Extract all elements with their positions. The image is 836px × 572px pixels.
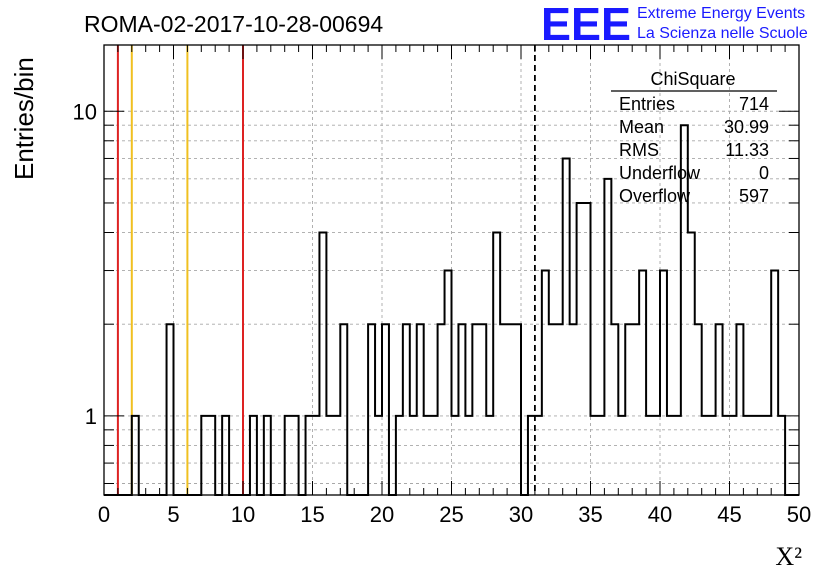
stats-rms-label: RMS — [619, 140, 659, 160]
x-tick-label: 35 — [578, 502, 602, 527]
x-tick-label: 5 — [167, 502, 179, 527]
x-tick-label: 40 — [648, 502, 672, 527]
stats-title: ChiSquare — [650, 69, 735, 89]
axis-ticks — [103, 45, 800, 495]
stats-overflow-label: Overflow — [619, 186, 691, 206]
run-title: ROMA-02-2017-10-28-00694 — [84, 11, 383, 37]
x-tick-label: 15 — [300, 502, 324, 527]
stats-rms-value: 11.33 — [725, 140, 769, 160]
eee-logo-line1: Extreme Energy Events — [637, 5, 805, 22]
grid-lines — [104, 45, 799, 495]
stats-underflow-value: 0 — [759, 163, 769, 183]
stats-entries-label: Entries — [619, 94, 675, 114]
x-axis-label: X² — [775, 542, 802, 571]
stats-underflow-label: Underflow — [619, 163, 701, 183]
x-tick-label: 25 — [439, 502, 463, 527]
x-tick-label: 45 — [717, 502, 741, 527]
stats-entries-value: 714 — [739, 94, 769, 114]
x-tick-label: 20 — [370, 502, 394, 527]
eee-logo-line2: La Scienza nelle Scuole — [637, 25, 808, 42]
eee-logo-text: EEE — [541, 0, 631, 50]
x-tick-label: 50 — [787, 502, 811, 527]
stats-overflow-value: 597 — [739, 186, 769, 206]
x-tick-label: 10 — [231, 502, 255, 527]
y-tick-label: 1 — [85, 404, 97, 429]
x-tick-label: 0 — [98, 502, 110, 527]
stats-mean-label: Mean — [619, 117, 664, 137]
x-tick-label: 30 — [509, 502, 533, 527]
stats-box: ChiSquare Entries 714 Mean 30.99 RMS 11.… — [611, 69, 777, 206]
y-axis-label: Entries/bin — [9, 57, 39, 180]
stats-mean-value: 30.99 — [724, 117, 769, 137]
tick-labels: 0 5 10 15 20 25 30 35 40 45 50 1 10 — [73, 99, 812, 527]
y-tick-label: 10 — [73, 99, 97, 124]
